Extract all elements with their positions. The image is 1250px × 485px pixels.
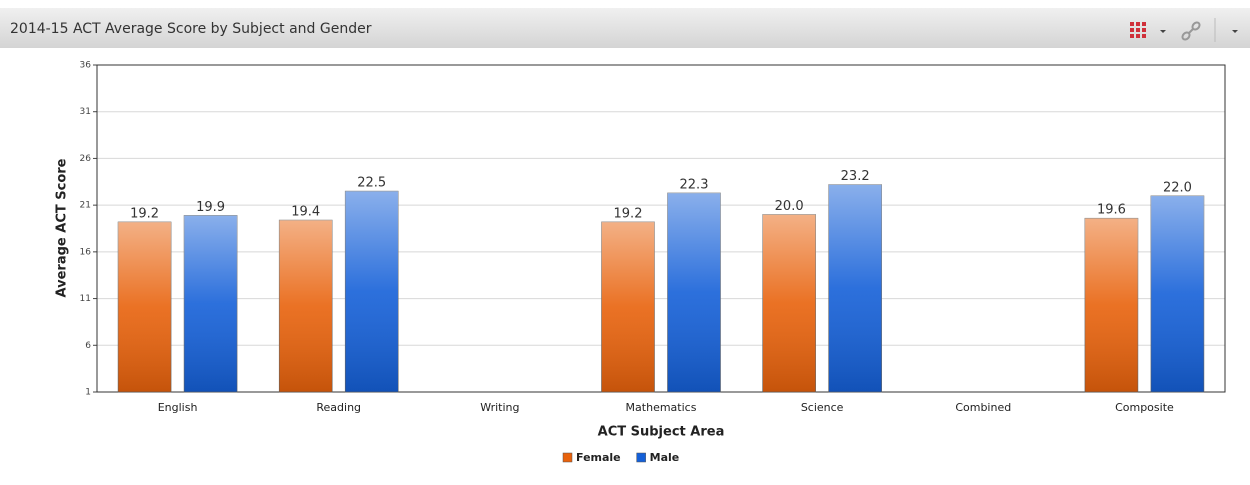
y-tick-label: 21 bbox=[80, 201, 91, 211]
legend-swatch bbox=[636, 452, 646, 463]
bar-shine bbox=[184, 215, 238, 392]
chart-title: 2014-15 ACT Average Score by Subject and… bbox=[10, 21, 372, 37]
plot-border bbox=[96, 64, 1226, 393]
header-bar bbox=[0, 8, 1250, 48]
value-label: 22.0 bbox=[1163, 180, 1192, 195]
legend-swatch bbox=[562, 452, 573, 463]
value-label: 23.2 bbox=[841, 169, 870, 184]
y-tick-label: 36 bbox=[80, 61, 92, 71]
dropdown-arrow[interactable] bbox=[1232, 30, 1238, 33]
grid-icon[interactable] bbox=[1130, 22, 1146, 38]
x-tick-label: Mathematics bbox=[626, 401, 697, 414]
bar-shine bbox=[667, 192, 721, 392]
bar-shine bbox=[762, 214, 816, 392]
value-label: 20.0 bbox=[775, 199, 804, 214]
y-tick-label: 1 bbox=[85, 388, 91, 398]
y-tick-label: 31 bbox=[80, 107, 91, 117]
bar-shine bbox=[118, 221, 172, 392]
y-tick-label: 6 bbox=[85, 341, 91, 351]
y-tick-label: 26 bbox=[80, 154, 92, 164]
x-axis-label: ACT Subject Area bbox=[598, 425, 725, 440]
y-axis-label: Average ACT Score bbox=[55, 158, 70, 297]
bar-shine bbox=[601, 221, 655, 392]
bar-shine bbox=[1150, 195, 1204, 392]
value-label: 19.4 bbox=[291, 205, 320, 220]
x-tick-label: Writing bbox=[480, 401, 519, 414]
legend-label: Male bbox=[650, 451, 680, 464]
value-label: 19.9 bbox=[196, 200, 225, 215]
y-tick-label: 11 bbox=[80, 294, 91, 304]
bar-shine bbox=[828, 184, 882, 392]
x-tick-label: English bbox=[158, 401, 198, 414]
x-tick-label: Science bbox=[801, 401, 844, 414]
bar-shine bbox=[1084, 218, 1138, 392]
value-label: 19.2 bbox=[130, 206, 159, 221]
value-label: 22.3 bbox=[680, 177, 709, 192]
legend-label: Female bbox=[576, 451, 621, 464]
bar-shine bbox=[279, 220, 333, 392]
value-label: 19.2 bbox=[614, 206, 643, 221]
link-icon[interactable] bbox=[1181, 21, 1201, 41]
x-tick-label: Combined bbox=[955, 401, 1011, 414]
bar-shine bbox=[345, 191, 399, 392]
y-tick-label: 16 bbox=[80, 247, 92, 257]
value-label: 19.6 bbox=[1097, 203, 1126, 218]
dropdown-arrow[interactable] bbox=[1160, 30, 1166, 33]
x-tick-label: Composite bbox=[1115, 401, 1174, 414]
value-label: 22.5 bbox=[357, 176, 386, 191]
x-tick-label: Reading bbox=[316, 401, 361, 414]
